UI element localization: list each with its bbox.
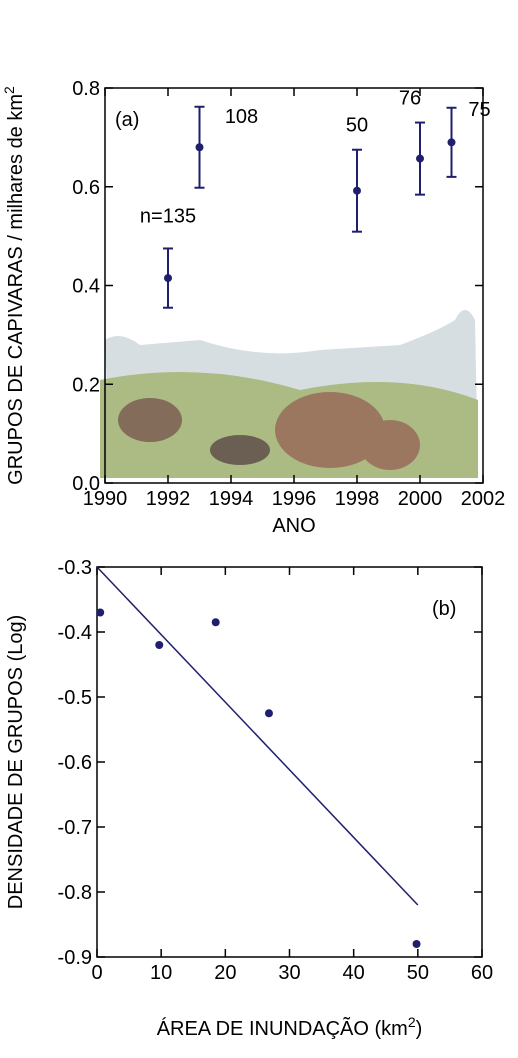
x-axis-label-part: ANO	[272, 515, 315, 537]
y-axis-label-superscript: 2	[1, 86, 17, 94]
trend-line	[96, 566, 419, 906]
x-tick-label: 60	[471, 962, 493, 984]
y-tick-label: -0.4	[58, 622, 92, 644]
point-label: n=135	[140, 205, 196, 227]
y-tick-label: -0.9	[58, 947, 92, 969]
point-label: 50	[346, 115, 368, 137]
y-tick-label: -0.6	[58, 752, 92, 774]
x-tick-label: 1990	[83, 488, 128, 510]
x-axis-label-part: )	[416, 1018, 423, 1040]
x-tick-label: 1992	[146, 488, 191, 510]
y-tick-label: 0.6	[72, 177, 100, 199]
y-axis-label: GRUPOS DE CAPIVARAS / milhares de km2	[1, 86, 27, 485]
x-tick-label: 1998	[335, 488, 380, 510]
data-point	[416, 154, 424, 163]
y-axis-label-part: GRUPOS DE CAPIVARAS / milhares de km	[5, 94, 27, 485]
data-point	[211, 618, 220, 627]
x-tick-label: 30	[278, 962, 300, 984]
data-point	[96, 608, 105, 617]
x-tick-label: 0	[91, 962, 102, 984]
data-point	[264, 709, 273, 718]
y-axis-label-part: DENSIDADE DE GRUPOS (Log)	[5, 615, 27, 910]
x-tick-label: 2002	[461, 488, 506, 510]
y-tick-label: -0.8	[58, 882, 92, 904]
data-point	[447, 138, 456, 147]
y-tick-label: 0.4	[72, 276, 100, 298]
plot-frame	[96, 566, 483, 958]
y-tick-label: -0.7	[58, 817, 92, 839]
y-tick-label: -0.5	[58, 687, 92, 709]
x-tick-label: 40	[343, 962, 365, 984]
point-label: 108	[225, 106, 258, 128]
x-axis-label: ANO	[272, 515, 315, 537]
panel-label: (a)	[115, 109, 139, 131]
x-axis-label: ÁREA DE INUNDAÇÃO (km2)	[157, 1014, 423, 1040]
x-tick-label: 1994	[209, 488, 254, 510]
x-axis-label-superscript: 2	[408, 1014, 416, 1030]
data-point	[155, 641, 164, 649]
x-axis-label-part: ÁREA DE INUNDAÇÃO (km	[157, 1016, 408, 1040]
x-tick-label: 50	[407, 962, 429, 984]
data-point	[412, 940, 421, 948]
y-tick-label: -0.3	[58, 557, 92, 579]
x-tick-label: 10	[150, 962, 172, 984]
panel-label: (b)	[432, 598, 456, 620]
x-tick-label: 1996	[272, 488, 317, 510]
y-axis-label: DENSIDADE DE GRUPOS (Log)	[5, 615, 27, 910]
data-point	[353, 186, 361, 195]
point-label: 75	[468, 99, 490, 121]
data-point	[164, 274, 172, 283]
photo-background	[100, 310, 478, 478]
y-tick-label: 0.0	[72, 473, 100, 495]
x-tick-label: 2000	[398, 488, 443, 510]
point-label: 76	[399, 88, 421, 110]
y-tick-label: 0.2	[72, 374, 100, 396]
x-tick-label: 20	[214, 962, 236, 984]
data-point	[195, 143, 204, 152]
y-tick-label: 0.8	[72, 78, 100, 100]
